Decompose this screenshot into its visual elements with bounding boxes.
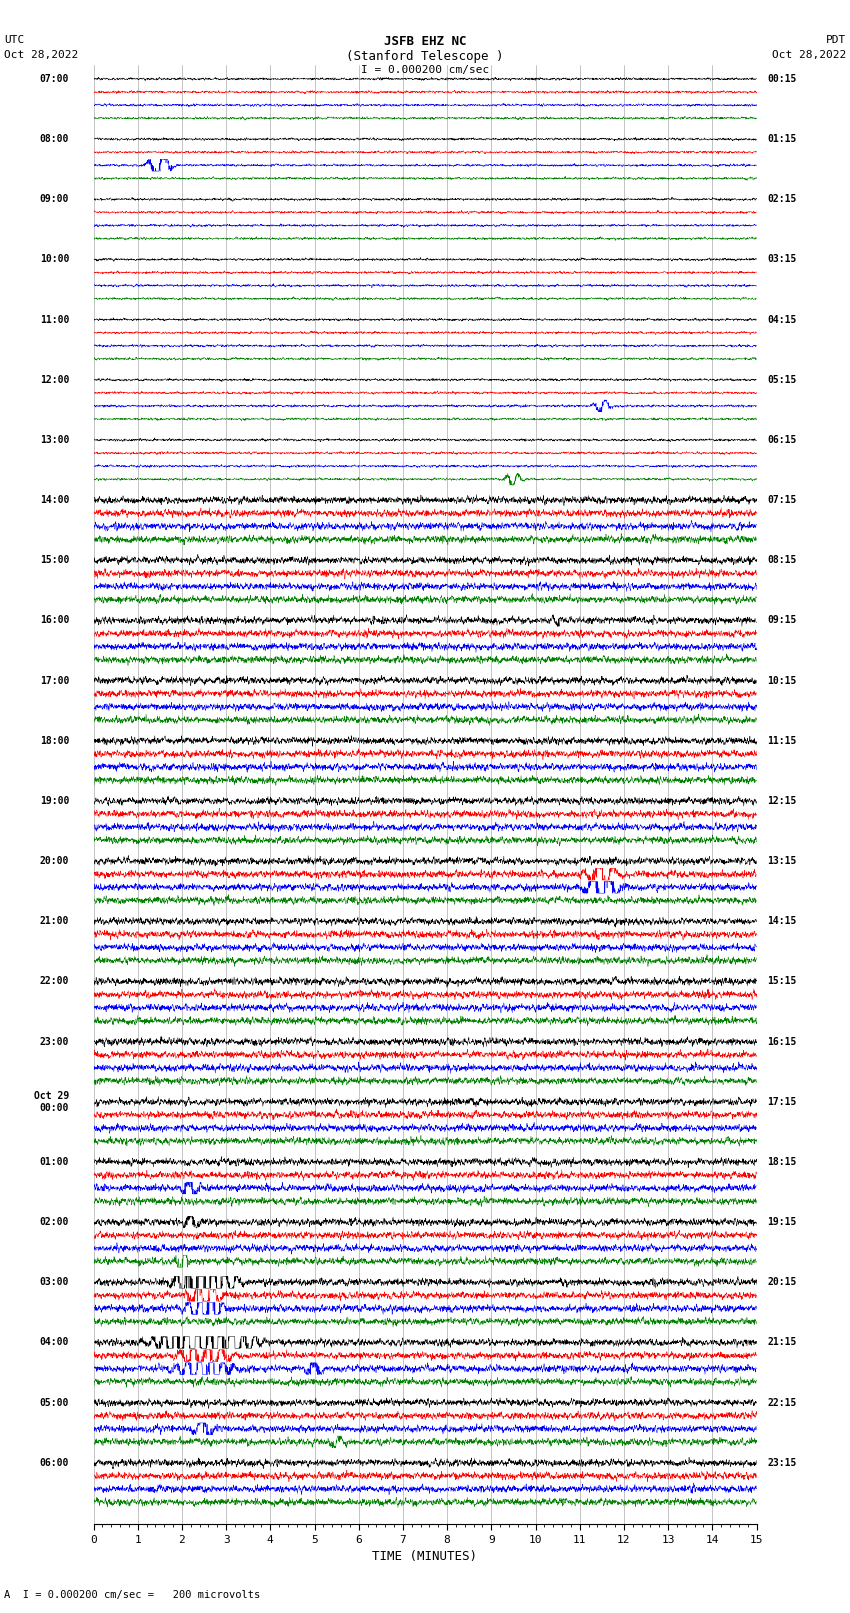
Text: Oct 28,2022: Oct 28,2022 — [4, 50, 78, 60]
Text: 05:15: 05:15 — [768, 374, 797, 386]
X-axis label: TIME (MINUTES): TIME (MINUTES) — [372, 1550, 478, 1563]
Text: 20:00: 20:00 — [40, 857, 69, 866]
Text: 22:15: 22:15 — [768, 1397, 797, 1408]
Text: PDT: PDT — [825, 35, 846, 45]
Text: 08:15: 08:15 — [768, 555, 797, 565]
Text: 12:00: 12:00 — [40, 374, 69, 386]
Text: 13:15: 13:15 — [768, 857, 797, 866]
Text: UTC: UTC — [4, 35, 25, 45]
Text: 15:00: 15:00 — [40, 555, 69, 565]
Text: 16:00: 16:00 — [40, 616, 69, 626]
Text: Oct 28,2022: Oct 28,2022 — [772, 50, 846, 60]
Text: 02:15: 02:15 — [768, 194, 797, 205]
Text: 14:15: 14:15 — [768, 916, 797, 926]
Text: 05:00: 05:00 — [40, 1397, 69, 1408]
Text: 23:15: 23:15 — [768, 1458, 797, 1468]
Text: 19:15: 19:15 — [768, 1218, 797, 1227]
Text: 00:15: 00:15 — [768, 74, 797, 84]
Text: 11:00: 11:00 — [40, 315, 69, 324]
Text: 06:15: 06:15 — [768, 436, 797, 445]
Text: 20:15: 20:15 — [768, 1277, 797, 1287]
Text: 06:00: 06:00 — [40, 1458, 69, 1468]
Text: 13:00: 13:00 — [40, 436, 69, 445]
Text: 21:00: 21:00 — [40, 916, 69, 926]
Text: 16:15: 16:15 — [768, 1037, 797, 1047]
Text: 12:15: 12:15 — [768, 795, 797, 806]
Text: 19:00: 19:00 — [40, 795, 69, 806]
Text: 03:00: 03:00 — [40, 1277, 69, 1287]
Text: 14:00: 14:00 — [40, 495, 69, 505]
Text: I = 0.000200 cm/sec: I = 0.000200 cm/sec — [361, 65, 489, 74]
Text: 11:15: 11:15 — [768, 736, 797, 745]
Text: 09:00: 09:00 — [40, 194, 69, 205]
Text: 10:15: 10:15 — [768, 676, 797, 686]
Text: 23:00: 23:00 — [40, 1037, 69, 1047]
Text: 08:00: 08:00 — [40, 134, 69, 144]
Text: 17:15: 17:15 — [768, 1097, 797, 1107]
Text: 22:00: 22:00 — [40, 976, 69, 987]
Text: 18:15: 18:15 — [768, 1157, 797, 1166]
Text: (Stanford Telescope ): (Stanford Telescope ) — [346, 50, 504, 63]
Text: 04:15: 04:15 — [768, 315, 797, 324]
Text: 02:00: 02:00 — [40, 1218, 69, 1227]
Text: 03:15: 03:15 — [768, 255, 797, 265]
Text: 15:15: 15:15 — [768, 976, 797, 987]
Text: 21:15: 21:15 — [768, 1337, 797, 1347]
Text: 09:15: 09:15 — [768, 616, 797, 626]
Text: Oct 29
00:00: Oct 29 00:00 — [34, 1090, 69, 1113]
Text: 07:15: 07:15 — [768, 495, 797, 505]
Text: 04:00: 04:00 — [40, 1337, 69, 1347]
Text: 18:00: 18:00 — [40, 736, 69, 745]
Text: 17:00: 17:00 — [40, 676, 69, 686]
Text: 01:15: 01:15 — [768, 134, 797, 144]
Text: 01:00: 01:00 — [40, 1157, 69, 1166]
Text: 10:00: 10:00 — [40, 255, 69, 265]
Text: 07:00: 07:00 — [40, 74, 69, 84]
Text: A  I = 0.000200 cm/sec =   200 microvolts: A I = 0.000200 cm/sec = 200 microvolts — [4, 1590, 260, 1600]
Text: JSFB EHZ NC: JSFB EHZ NC — [383, 35, 467, 48]
